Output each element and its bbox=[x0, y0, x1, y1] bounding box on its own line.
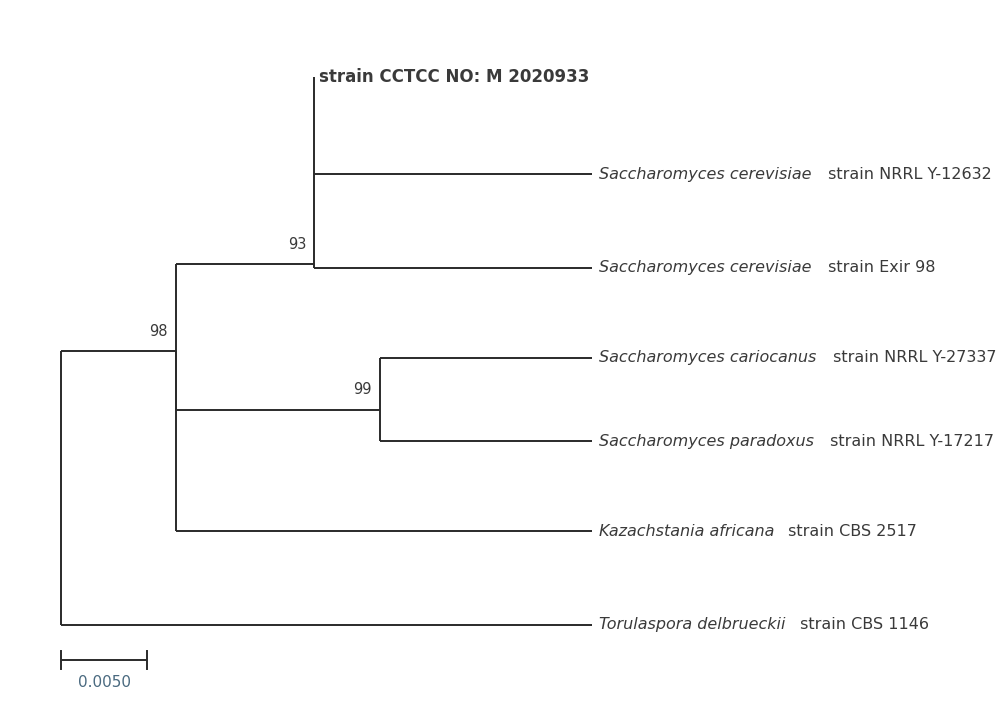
Text: strain NRRL Y-17217: strain NRRL Y-17217 bbox=[825, 434, 994, 449]
Text: Saccharomyces cerevisiae: Saccharomyces cerevisiae bbox=[599, 260, 811, 275]
Text: strain CCTCC NO: M 2020933: strain CCTCC NO: M 2020933 bbox=[319, 68, 589, 86]
Text: strain NRRL Y-27337: strain NRRL Y-27337 bbox=[828, 350, 996, 366]
Text: Saccharomyces paradoxus: Saccharomyces paradoxus bbox=[599, 434, 814, 449]
Text: Saccharomyces cariocanus: Saccharomyces cariocanus bbox=[599, 350, 816, 366]
Text: 0.0050: 0.0050 bbox=[78, 675, 131, 690]
Text: 93: 93 bbox=[288, 237, 306, 252]
Text: strain Exir 98: strain Exir 98 bbox=[823, 260, 935, 275]
Text: Kazachstania africana: Kazachstania africana bbox=[599, 524, 774, 539]
Text: Saccharomyces cerevisiae: Saccharomyces cerevisiae bbox=[599, 166, 811, 182]
Text: Torulaspora delbrueckii: Torulaspora delbrueckii bbox=[599, 618, 785, 633]
Text: strain NRRL Y-12632: strain NRRL Y-12632 bbox=[823, 166, 991, 182]
Text: 98: 98 bbox=[149, 324, 167, 338]
Text: 99: 99 bbox=[353, 383, 372, 397]
Text: strain CBS 2517: strain CBS 2517 bbox=[783, 524, 917, 539]
Text: strain CBS 1146: strain CBS 1146 bbox=[795, 618, 929, 633]
